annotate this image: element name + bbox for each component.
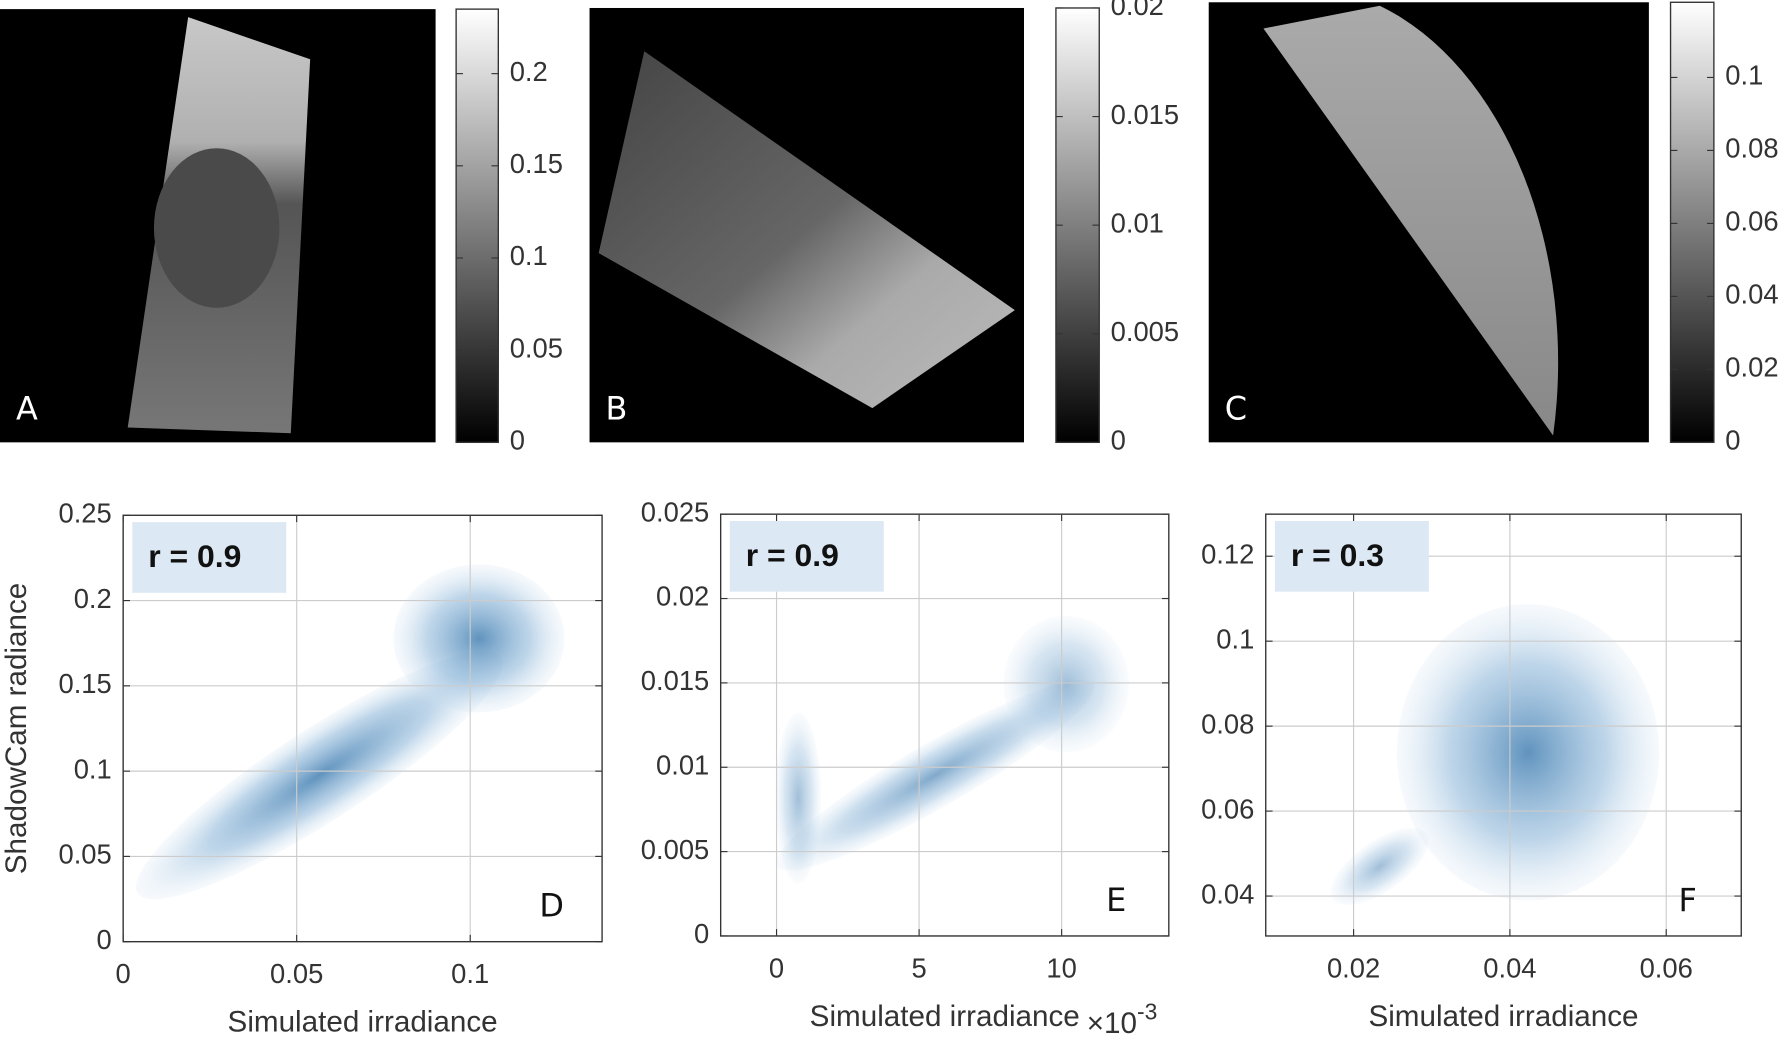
x-axis-label: Simulated irradiance [810, 1000, 1080, 1033]
image-b [589, 7, 1024, 443]
y-tick-label: 0.15 [58, 668, 111, 699]
x-axis-label: Simulated irradiance [228, 1006, 498, 1039]
colorbar-label: 0.2 [510, 56, 548, 87]
density-d [135, 564, 565, 900]
x-tick-label: 0.04 [1483, 952, 1536, 983]
annotation: r = 0.9 [746, 537, 839, 573]
y-tick-label: 0.1 [74, 753, 112, 784]
annotation-box [132, 522, 287, 593]
colorbar-label: 0.08 [1725, 133, 1778, 164]
y-tick-label: 0.005 [641, 834, 709, 865]
density-e [775, 615, 1129, 884]
y-tick-label: 0.1 [1216, 623, 1254, 654]
panel-label: A [16, 389, 38, 427]
image-a [0, 9, 436, 443]
y-tick-label: 0.08 [1201, 708, 1254, 739]
y-tick-label: 0.02 [656, 581, 709, 612]
colorbar [1669, 1, 1715, 444]
y-tick-label: 0 [694, 918, 709, 949]
x-tick-label: 0 [769, 952, 784, 983]
y-tick-label: 0.05 [58, 839, 111, 870]
x-multiplier: ×10-3 [1087, 999, 1158, 1040]
y-tick-label: 0.25 [58, 498, 111, 529]
x-tick-label: 0 [116, 958, 131, 989]
colorbar-label: 0.015 [1111, 99, 1179, 130]
colorbar-label: 0.02 [1725, 352, 1778, 383]
x-axis-label: Simulated irradiance [1368, 1000, 1638, 1033]
x-tick-label: 10 [1046, 952, 1076, 983]
y-tick-label: 0 [97, 924, 112, 955]
colorbar-label: 0 [510, 425, 525, 456]
panel-label: D [539, 886, 564, 924]
axes-box [122, 514, 603, 943]
x-tick-label: 0.06 [1640, 952, 1693, 983]
axes-box [1265, 513, 1742, 937]
panel-label: C [1225, 389, 1247, 427]
x-tick-label: 5 [911, 952, 926, 983]
y-axis-label: ShadowCam radiance [0, 583, 33, 874]
annotation-box [729, 521, 884, 592]
panel-label: E [1106, 881, 1126, 919]
colorbar-label: 0.1 [510, 240, 548, 271]
annotation: r = 0.9 [148, 538, 241, 574]
annotation: r = 0.3 [1291, 537, 1384, 573]
x-tick-label: 0.05 [270, 958, 323, 989]
x-tick-label: 0.02 [1327, 952, 1380, 983]
colorbar [455, 8, 499, 444]
colorbar-label: 0.01 [1111, 207, 1164, 238]
image-c [1208, 2, 1649, 443]
colorbar-label: 0 [1725, 425, 1740, 456]
y-tick-label: 0.015 [641, 665, 709, 696]
y-tick-label: 0.2 [74, 583, 112, 614]
colorbar-label: 0.005 [1111, 316, 1179, 347]
colorbar-label: 0.06 [1725, 206, 1778, 237]
colorbar-label: 0 [1111, 425, 1126, 456]
colorbar-label: 0.1 [1725, 60, 1763, 91]
y-tick-label: 0.06 [1201, 793, 1254, 824]
x-tick-label: 0.1 [451, 958, 489, 989]
y-tick-label: 0.12 [1201, 538, 1254, 569]
annotation-box [1274, 521, 1429, 592]
panel-label: B [606, 389, 628, 427]
colorbar-label: 0.02 [1111, 0, 1164, 21]
colorbar-label: 0.15 [510, 148, 563, 179]
x-multiplier-exponent: -3 [1137, 999, 1157, 1025]
axes-box [719, 513, 1170, 937]
x-multiplier-base: ×10 [1087, 1007, 1137, 1040]
y-tick-label: 0.025 [641, 496, 709, 527]
panel-label: F [1679, 881, 1697, 919]
colorbar-label: 0.04 [1725, 279, 1778, 310]
y-tick-label: 0.01 [656, 749, 709, 780]
colorbar-label: 0.05 [510, 332, 563, 363]
density-f [1330, 604, 1660, 906]
y-tick-label: 0.04 [1201, 878, 1254, 909]
